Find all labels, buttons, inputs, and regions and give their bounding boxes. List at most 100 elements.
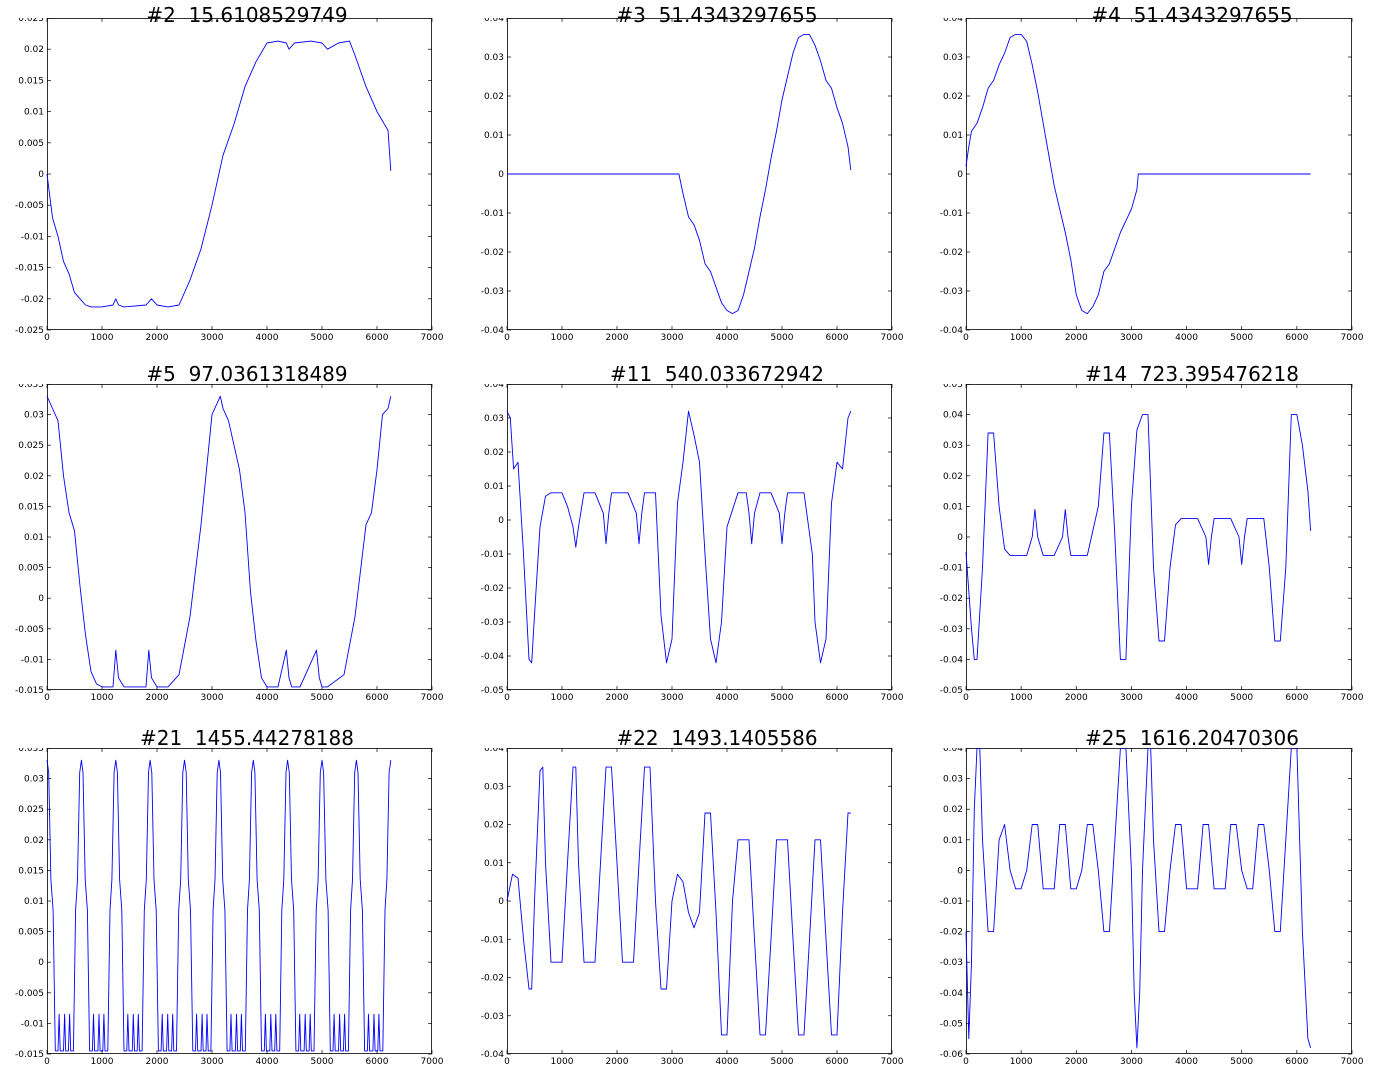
line-chart: 0 1000 2000 3000 4000 5000 6000 7000 -0.015 -0.01… xyxy=(15,384,444,703)
x-tick-label: 5000 xyxy=(311,333,334,343)
series-line xyxy=(965,748,1312,1049)
x-tick-label: 3000 xyxy=(1120,333,1143,343)
x-tick-label: 4000 xyxy=(716,333,739,343)
y-tick-label: 0.02 xyxy=(484,92,504,102)
x-tick-label: 0 xyxy=(44,333,50,343)
y-tick-label: -0.03 xyxy=(481,287,504,297)
series-line xyxy=(965,33,1311,315)
y-tick-label: -0.05 xyxy=(940,686,963,696)
y-tick-label: 0.03 xyxy=(943,53,963,63)
x-tick-label: 4000 xyxy=(256,333,279,343)
line-chart: 0 1000 2000 3000 4000 5000 6000 7000 -0.025 -0.02… xyxy=(15,18,444,343)
chart-title: #4 51.4343297655 xyxy=(1091,3,1293,27)
x-tick-label: 6000 xyxy=(1285,333,1308,343)
x-tick-label: 2000 xyxy=(606,1057,629,1067)
x-tick-label: 7000 xyxy=(421,333,444,343)
y-tick-label: -0.01 xyxy=(21,232,44,242)
y-tick-label: -0.05 xyxy=(481,686,504,696)
y-tick-label: 0 xyxy=(498,897,504,907)
x-tick-label: 6000 xyxy=(826,333,849,343)
y-tick-label: 0.005 xyxy=(18,564,44,574)
y-tick-label: -0.02 xyxy=(481,248,504,258)
series-line xyxy=(965,414,1312,660)
y-tick-label: 0.03 xyxy=(484,782,504,792)
y-tick-label: -0.03 xyxy=(481,1012,504,1022)
y-tick-label: 0 xyxy=(498,516,504,526)
x-tick-label: 6000 xyxy=(366,693,389,703)
y-tick-label: 0.04 xyxy=(484,384,504,390)
x-tick-label: 6000 xyxy=(1285,1057,1308,1067)
x-tick-label: 7000 xyxy=(881,1057,904,1067)
x-tick-label: 0 xyxy=(504,333,510,343)
x-tick-label: 4000 xyxy=(716,1057,739,1067)
series-line xyxy=(506,410,852,664)
axes-frame xyxy=(47,18,432,330)
x-tick-label: 1000 xyxy=(1010,333,1033,343)
x-tick-label: 7000 xyxy=(1341,1057,1364,1067)
x-tick-label: 5000 xyxy=(771,333,794,343)
x-tick-label: 4000 xyxy=(256,1057,279,1067)
y-tick-label: 0.02 xyxy=(943,805,963,815)
y-tick-label: 0 xyxy=(957,533,963,543)
y-tick-label: -0.02 xyxy=(481,584,504,594)
x-tick-label: 5000 xyxy=(1230,333,1253,343)
x-tick-label: 6000 xyxy=(366,333,389,343)
x-tick-label: 7000 xyxy=(881,333,904,343)
line-chart: 0 1000 2000 3000 4000 5000 6000 7000 -0.04 -0.03 -… xyxy=(481,748,904,1067)
y-tick-label: 0.02 xyxy=(484,448,504,458)
x-tick-label: 2000 xyxy=(1065,1057,1088,1067)
chart-title: #2 15.6108529749 xyxy=(146,3,348,27)
y-tick-label: -0.02 xyxy=(940,594,963,604)
line-chart: 0 1000 2000 3000 4000 5000 6000 7000 -0.05 -0.04 -… xyxy=(940,384,1364,703)
y-tick-label: -0.04 xyxy=(481,1050,505,1060)
x-tick-label: 4000 xyxy=(1175,333,1198,343)
x-tick-label: 0 xyxy=(963,333,969,343)
x-tick-label: 5000 xyxy=(771,1057,794,1067)
x-tick-label: 7000 xyxy=(1341,693,1364,703)
y-tick-label: -0.03 xyxy=(940,625,963,635)
y-tick-label: -0.06 xyxy=(940,1050,964,1060)
y-tick-label: 0.01 xyxy=(24,533,44,543)
x-tick-label: 7000 xyxy=(421,1057,444,1067)
y-tick-label: -0.01 xyxy=(481,550,504,560)
y-tick-label: 0.04 xyxy=(484,748,504,754)
line-chart: 0 1000 2000 3000 4000 5000 6000 7000 -0.05 -0.04 -… xyxy=(481,384,904,703)
y-tick-label: 0.01 xyxy=(484,859,504,869)
x-tick-label: 3000 xyxy=(661,1057,684,1067)
y-tick-label: -0.02 xyxy=(940,928,963,938)
y-tick-label: 0.04 xyxy=(943,748,963,754)
y-tick-label: -0.02 xyxy=(21,295,44,305)
x-tick-label: 0 xyxy=(963,1057,969,1067)
y-tick-label: 0.03 xyxy=(24,775,44,785)
y-tick-label: 0.04 xyxy=(943,18,963,24)
y-tick-label: 0.015 xyxy=(18,866,44,876)
x-tick-label: 6000 xyxy=(826,1057,849,1067)
x-tick-label: 2000 xyxy=(1065,693,1088,703)
y-tick-label: 0.02 xyxy=(484,821,504,831)
y-tick-label: -0.005 xyxy=(15,625,44,635)
y-tick-label: 0.01 xyxy=(943,502,963,512)
y-tick-label: 0.02 xyxy=(943,92,963,102)
x-tick-label: 3000 xyxy=(1120,1057,1143,1067)
x-tick-label: 0 xyxy=(44,1057,50,1067)
line-chart: 0 1000 2000 3000 4000 5000 6000 7000 -0.04 -0.03 -… xyxy=(940,18,1364,343)
y-tick-label: -0.03 xyxy=(940,958,963,968)
y-tick-label: 0.03 xyxy=(943,775,963,785)
x-tick-label: 3000 xyxy=(201,1057,224,1067)
x-tick-label: 5000 xyxy=(771,693,794,703)
y-tick-label: 0.035 xyxy=(18,384,44,390)
y-tick-label: 0.005 xyxy=(18,139,44,149)
y-tick-label: 0.03 xyxy=(943,441,963,451)
x-tick-label: 1000 xyxy=(551,1057,574,1067)
y-tick-label: 0.04 xyxy=(484,18,504,24)
y-tick-label: -0.01 xyxy=(481,935,504,945)
line-chart: 0 1000 2000 3000 4000 5000 6000 7000 -0.04 -0.03 -… xyxy=(481,18,904,343)
y-tick-label: -0.03 xyxy=(940,287,963,297)
x-tick-label: 1000 xyxy=(91,693,114,703)
y-tick-label: -0.01 xyxy=(940,897,963,907)
y-tick-label: -0.01 xyxy=(481,209,504,219)
x-tick-label: 5000 xyxy=(311,1057,334,1067)
chart-title: #3 51.4343297655 xyxy=(616,3,818,27)
y-tick-label: 0.01 xyxy=(943,131,963,141)
